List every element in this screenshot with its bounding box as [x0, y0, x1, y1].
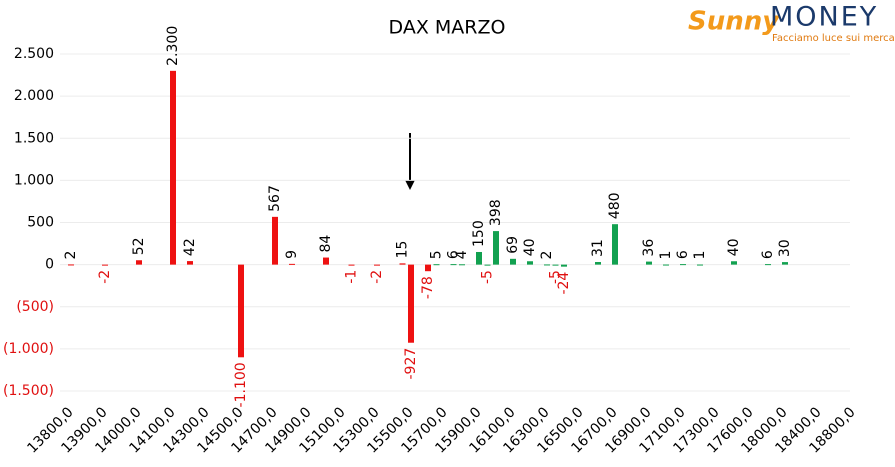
logo-brand: MONEY: [770, 2, 878, 33]
logo-brand: Sunny: [688, 7, 780, 37]
data-label: -927: [403, 348, 419, 380]
data-label: -1.100: [233, 362, 249, 407]
bar: [399, 263, 406, 265]
bar: [450, 264, 457, 266]
bar: [552, 264, 559, 266]
bar: [102, 264, 108, 266]
bar: [170, 70, 176, 265]
y-tick-label: (1.500): [3, 383, 54, 399]
data-label: -5: [480, 270, 496, 284]
data-label: 69: [505, 236, 521, 254]
data-label: 36: [641, 239, 657, 257]
bar: [459, 264, 465, 266]
data-label: 567: [267, 185, 283, 212]
chart-title: DAX MARZO: [389, 17, 506, 39]
bar: [374, 264, 380, 266]
data-label: -24: [556, 272, 572, 295]
data-label: 40: [726, 238, 742, 256]
bar: [187, 261, 193, 265]
bar: [425, 264, 431, 272]
data-label: -1: [344, 270, 360, 284]
logo-tagline: Facciamo luce sui mercati: [772, 33, 895, 44]
data-label: 30: [777, 239, 793, 257]
bar: [612, 224, 618, 265]
bar: [476, 251, 482, 265]
bar: [136, 260, 142, 265]
data-label: -5: [548, 270, 564, 284]
data-label: 15: [395, 241, 411, 259]
y-tick-label: 1.000: [14, 172, 54, 188]
bar: [510, 258, 516, 265]
bar: [484, 264, 491, 266]
y-tick-label: 0: [45, 257, 54, 273]
y-tick-label: 2.500: [14, 46, 54, 62]
data-label: 1: [692, 251, 708, 260]
data-label: 31: [590, 239, 606, 257]
bar: [493, 231, 499, 265]
y-tick-label: 2.000: [14, 88, 54, 104]
data-label: 9: [284, 250, 300, 259]
bar: [289, 263, 295, 265]
bar: [697, 264, 703, 266]
data-label: 2: [63, 251, 79, 260]
data-label: 4: [454, 250, 470, 259]
bar: [272, 216, 278, 265]
data-label: 1: [658, 251, 674, 260]
y-tick-label: 500: [27, 215, 54, 231]
y-tick-label: 1.500: [14, 130, 54, 146]
bar: [527, 261, 533, 265]
data-label: 398: [488, 199, 504, 226]
y-tick-label: (1.000): [3, 341, 54, 357]
bar: [68, 264, 74, 266]
data-label: 480: [607, 192, 623, 219]
data-label: 6: [675, 250, 691, 259]
bar: [561, 264, 567, 267]
bar: [765, 264, 771, 266]
data-label: 150: [471, 220, 487, 247]
bar: [408, 264, 414, 343]
data-label: 40: [522, 238, 538, 256]
data-label: 52: [131, 237, 147, 255]
bar: [595, 262, 601, 265]
data-label: 5: [429, 250, 445, 259]
y-tick-label: (500): [16, 299, 54, 315]
bar: [238, 264, 244, 358]
data-label: 84: [318, 235, 334, 253]
bar: [680, 264, 686, 266]
data-label: 2: [539, 251, 555, 260]
bar: [348, 264, 355, 266]
data-label: 6: [446, 250, 462, 259]
data-label: 6: [760, 250, 776, 259]
bar: [782, 262, 788, 265]
data-label: 2.300: [165, 26, 181, 66]
bar: [663, 264, 669, 266]
data-label: -2: [369, 270, 385, 284]
bar: [323, 257, 329, 265]
arrow-head: [405, 180, 415, 190]
data-label: -2: [97, 270, 113, 284]
bar: [544, 264, 550, 266]
data-label: 42: [182, 238, 198, 256]
bar: [433, 264, 440, 266]
data-label: -78: [420, 276, 436, 299]
bar: [731, 261, 737, 265]
bar: [646, 261, 652, 265]
